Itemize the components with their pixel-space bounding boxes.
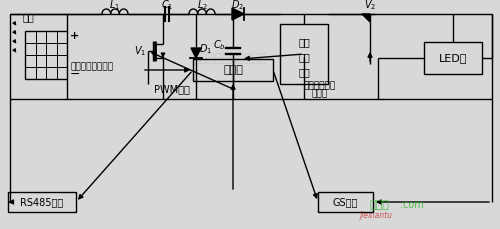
Text: GS模块: GS模块: [333, 197, 358, 207]
Bar: [318, 192, 373, 212]
Text: .com: .com: [400, 200, 424, 210]
Text: RS485接口: RS485接口: [20, 197, 64, 207]
Text: PWM输出: PWM输出: [154, 84, 190, 94]
Bar: [25, 31, 67, 79]
Polygon shape: [362, 14, 370, 22]
Text: $C_1$: $C_1$: [161, 0, 173, 12]
Text: $V_2$: $V_2$: [364, 0, 376, 12]
Text: 电池: 电池: [298, 67, 310, 77]
Text: $L_1$: $L_1$: [110, 0, 120, 12]
Bar: [8, 192, 76, 212]
Text: 阳光: 阳光: [23, 12, 35, 22]
Text: $L_2$: $L_2$: [196, 0, 207, 12]
Polygon shape: [232, 8, 244, 20]
Text: $C_b$: $C_b$: [212, 38, 226, 52]
Text: 太阳能板电压采样: 太阳能板电压采样: [70, 63, 114, 71]
Text: 接线图: 接线图: [370, 200, 390, 210]
Bar: [193, 59, 273, 81]
Bar: [280, 24, 328, 84]
Text: 能萤: 能萤: [298, 52, 310, 62]
Text: $D_1$: $D_1$: [200, 42, 212, 56]
Polygon shape: [191, 48, 201, 58]
Text: LED灯: LED灯: [439, 53, 467, 63]
Text: $D_2$: $D_2$: [232, 0, 244, 12]
Text: $V_1$: $V_1$: [134, 44, 146, 58]
Text: 电池电压、温: 电池电压、温: [304, 82, 336, 90]
Text: −: −: [70, 68, 80, 81]
Text: 太阳: 太阳: [298, 37, 310, 47]
Text: +: +: [70, 31, 79, 41]
Text: 度采样: 度采样: [312, 90, 328, 98]
Text: 杭州络睷科技有限公司: 杭州络睷科技有限公司: [192, 52, 268, 65]
Bar: [424, 42, 482, 74]
Text: 单片机: 单片机: [223, 65, 243, 75]
Text: jiexiantu: jiexiantu: [360, 210, 393, 220]
